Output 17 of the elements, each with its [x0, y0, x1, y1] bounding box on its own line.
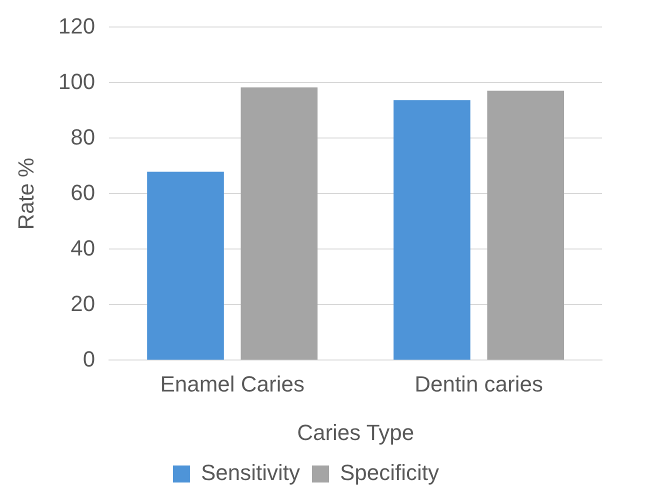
y-tick-label: 80	[70, 124, 96, 150]
bar	[147, 172, 224, 360]
x-axis-title: Caries Type	[297, 420, 414, 445]
y-tick-label: 20	[70, 290, 96, 316]
y-tick-label: 100	[58, 68, 96, 94]
y-axis-title: Rate %	[13, 158, 38, 230]
y-tick-label: 60	[70, 180, 96, 205]
legend-label: Sensitivity	[200, 460, 300, 486]
bar	[487, 90, 564, 360]
y-tick-label: 120	[58, 13, 96, 38]
bar	[394, 100, 470, 360]
legend-label: Specificity	[340, 460, 440, 486]
x-tick-label: Enamel Caries	[160, 371, 304, 396]
y-tick-label: 0	[82, 346, 96, 372]
y-tick-label: 40	[70, 235, 96, 260]
bar	[240, 87, 318, 360]
x-tick-label: Dentin caries	[414, 371, 543, 396]
